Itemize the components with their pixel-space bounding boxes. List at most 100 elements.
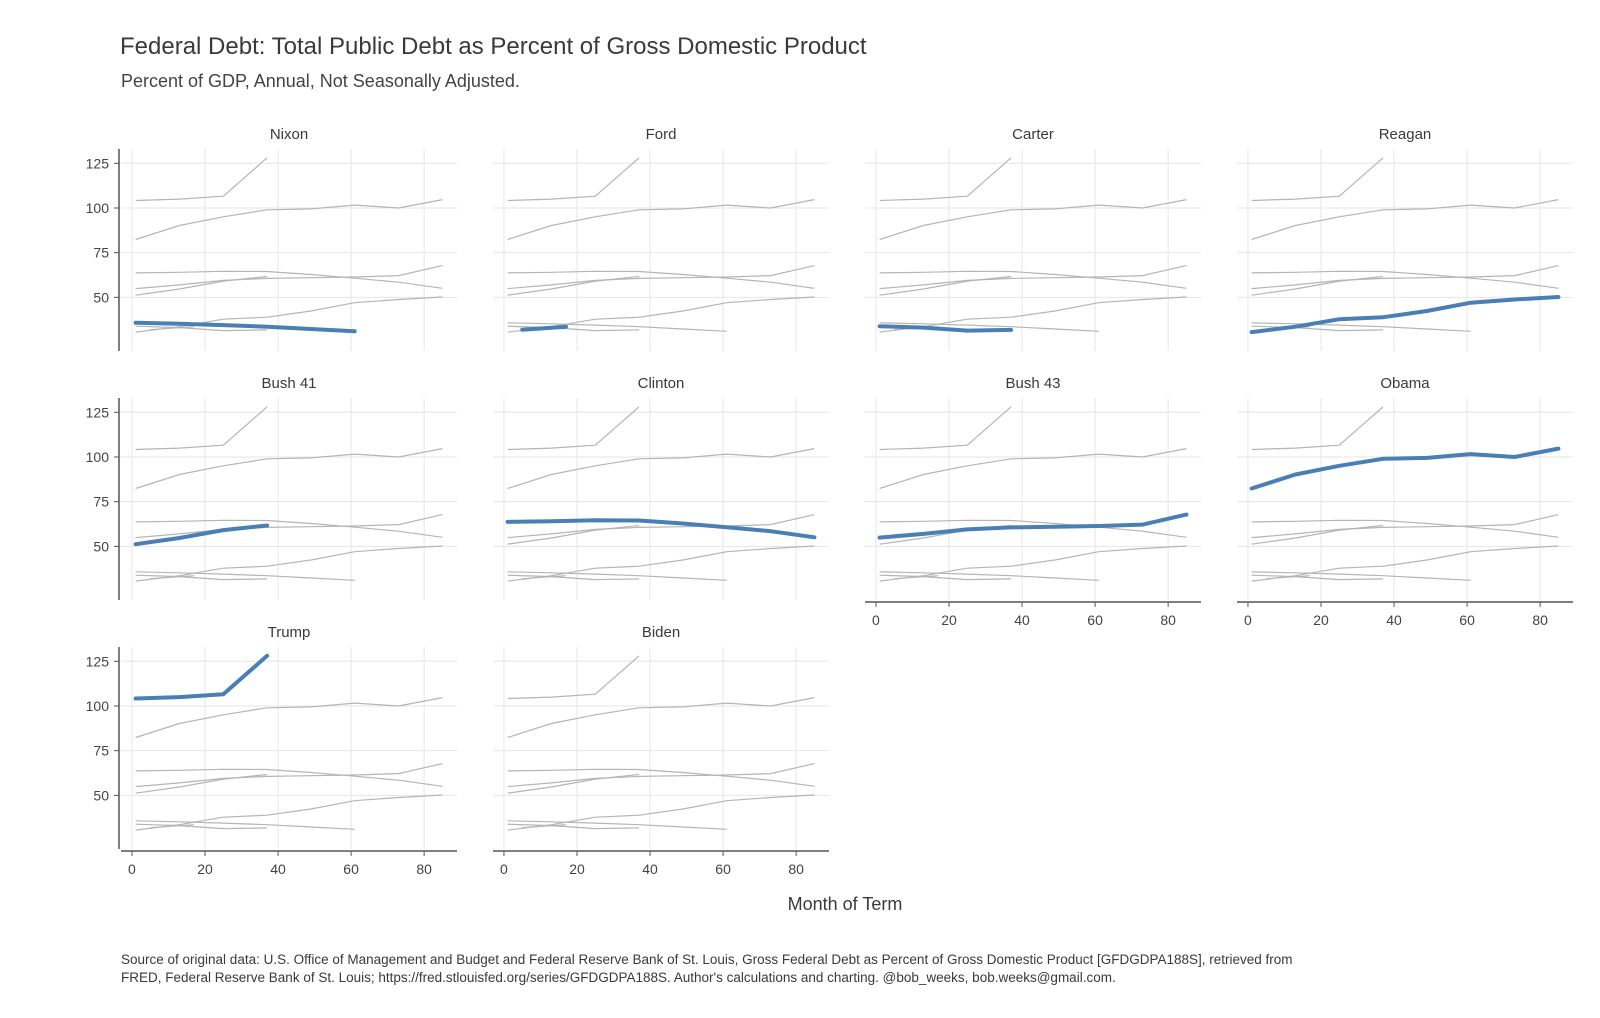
background-series-nixon: [879, 322, 1099, 332]
background-series-obama: [1251, 199, 1559, 241]
x-tick-label: 20: [1313, 612, 1329, 628]
background-series-clinton: [1251, 270, 1559, 289]
background-series-carter: [507, 823, 640, 830]
series-line-obama: [1249, 446, 1561, 491]
x-tick-label: 60: [1087, 612, 1103, 628]
y-tick-label: 75: [93, 494, 109, 510]
x-tick-label: 60: [343, 861, 359, 877]
panel-obama: Obama 0 20 40 60 80: [1237, 375, 1573, 628]
background-series-bush-43: [507, 514, 815, 539]
panel-title-bush-41: Bush 41: [261, 375, 316, 392]
background-series-trump: [1251, 406, 1384, 451]
background-series-bush-43: [135, 514, 443, 539]
series-line-carter: [877, 324, 1014, 333]
series-line-reagan: [1249, 295, 1561, 335]
panel-title-carter: Carter: [1012, 126, 1054, 143]
y-tick-label: 75: [93, 245, 109, 261]
background-series-obama: [507, 697, 815, 739]
background-series-clinton: [879, 270, 1187, 289]
background-series-trump: [879, 157, 1012, 202]
background-series-carter: [879, 574, 1012, 581]
chart-subtitle: Percent of GDP, Annual, Not Seasonally A…: [121, 71, 520, 91]
background-series-obama: [135, 448, 443, 490]
background-series-bush-43: [135, 763, 443, 788]
background-series-reagan: [507, 545, 815, 582]
background-series-trump: [507, 406, 640, 451]
background-series-reagan: [507, 794, 815, 831]
panel-bush-41: Bush 41 50 75 100 125: [86, 375, 457, 600]
background-series-clinton: [135, 270, 443, 289]
background-series-carter: [135, 574, 268, 581]
x-tick-label: 0: [500, 861, 508, 877]
x-tick-label: 20: [941, 612, 957, 628]
background-series-reagan: [879, 296, 1187, 333]
background-series-clinton: [879, 519, 1187, 538]
y-tick-label: 50: [93, 538, 109, 554]
x-axis-label: Month of Term: [788, 894, 903, 914]
x-tick-label: 20: [197, 861, 213, 877]
background-series-bush-43: [507, 763, 815, 788]
background-series-nixon: [1251, 322, 1471, 332]
y-tick-label: 125: [86, 155, 110, 171]
background-series-trump: [1251, 157, 1384, 202]
background-series-nixon: [135, 571, 355, 581]
panel-carter: Carter: [865, 126, 1201, 351]
series-line-trump: [133, 653, 270, 701]
panel-title-ford: Ford: [646, 126, 677, 143]
background-series-trump: [507, 655, 640, 700]
background-series-trump: [507, 157, 640, 202]
series-line-bush-43: [877, 512, 1189, 540]
panel-title-reagan: Reagan: [1379, 126, 1432, 143]
x-tick-label: 0: [1244, 612, 1252, 628]
background-series-nixon: [507, 571, 727, 581]
x-tick-label: 80: [788, 861, 804, 877]
x-tick-label: 40: [1386, 612, 1402, 628]
y-tick-label: 100: [86, 200, 110, 216]
x-tick-label: 80: [1532, 612, 1548, 628]
x-tick-label: 0: [872, 612, 880, 628]
y-tick-label: 125: [86, 653, 110, 669]
series-line-clinton: [505, 518, 817, 540]
y-tick-label: 50: [93, 289, 109, 305]
background-series-reagan: [135, 794, 443, 831]
panel-bush-43: Bush 43 0 20 40 60 80: [865, 375, 1201, 628]
x-tick-label: 80: [416, 861, 432, 877]
background-series-obama: [135, 199, 443, 241]
background-series-carter: [135, 823, 268, 830]
x-tick-label: 80: [1160, 612, 1176, 628]
x-tick-label: 60: [1459, 612, 1475, 628]
x-tick-label: 40: [270, 861, 286, 877]
series-line-nixon: [133, 320, 357, 334]
background-series-obama: [507, 199, 815, 241]
background-series-carter: [1251, 574, 1384, 581]
chart-title: Federal Debt: Total Public Debt as Perce…: [120, 33, 867, 60]
background-series-bush-43: [507, 265, 815, 290]
background-series-clinton: [507, 270, 815, 289]
background-series-clinton: [1251, 519, 1559, 538]
panel-trump: Trump 50 75 100 125 0 20 40 60 80: [86, 624, 457, 877]
series-line-bush-41: [133, 523, 270, 547]
panel-clinton: Clinton: [493, 375, 829, 600]
background-series-clinton: [135, 768, 443, 787]
panel-ford: Ford: [493, 126, 829, 351]
panel-grid: Nixon 50 75 100 125 Ford Carter Reagan Bush 41 50…: [86, 126, 1573, 877]
background-series-nixon: [135, 820, 355, 830]
background-series-bush-43: [879, 265, 1187, 290]
background-series-bush-43: [1251, 514, 1559, 539]
panel-title-obama: Obama: [1380, 375, 1430, 392]
x-tick-label: 40: [642, 861, 658, 877]
x-tick-label: 40: [1014, 612, 1030, 628]
background-series-obama: [507, 448, 815, 490]
background-series-obama: [135, 697, 443, 739]
y-tick-label: 125: [86, 404, 110, 420]
panel-title-trump: Trump: [268, 624, 311, 641]
y-tick-label: 100: [86, 449, 110, 465]
background-series-reagan: [1251, 545, 1559, 582]
background-series-trump: [135, 406, 268, 451]
panel-reagan: Reagan: [1237, 126, 1573, 351]
background-series-nixon: [507, 322, 727, 332]
panel-title-bush-43: Bush 43: [1005, 375, 1060, 392]
background-series-nixon: [507, 820, 727, 830]
series-line-ford: [520, 324, 568, 332]
